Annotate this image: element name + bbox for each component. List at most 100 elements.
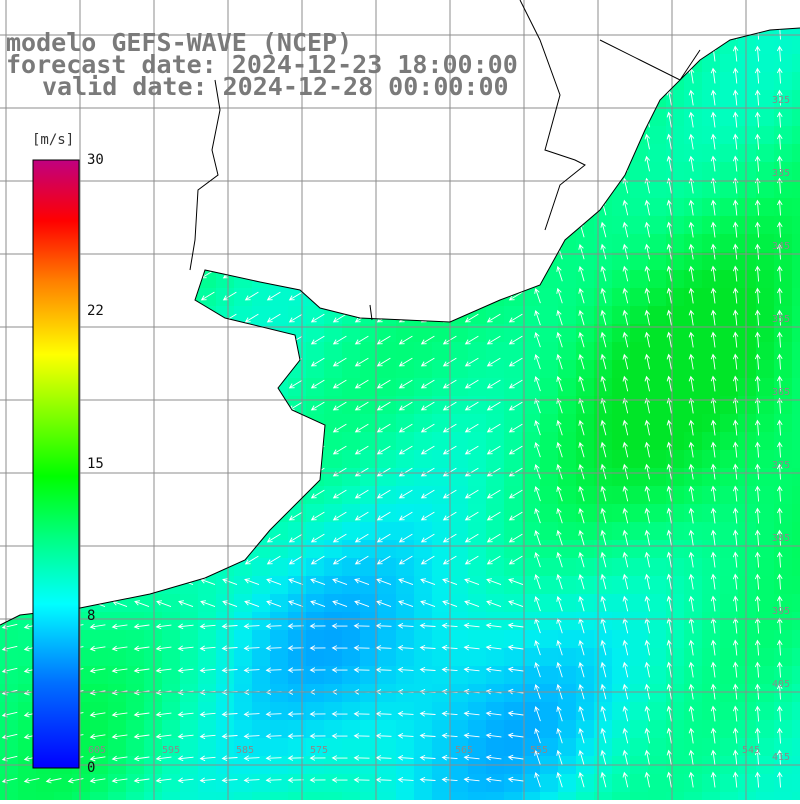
field-cell [288, 738, 306, 756]
field-cell [720, 198, 738, 216]
wind-arrow [666, 661, 673, 678]
field-cell [18, 648, 36, 666]
field-cell [162, 666, 180, 684]
wind-arrow [177, 667, 194, 674]
field-cell [360, 774, 378, 792]
field-cell [774, 198, 792, 216]
field-cell [612, 630, 630, 648]
wind-arrow [644, 727, 651, 744]
wind-arrow [508, 357, 523, 367]
field-cell [702, 720, 720, 738]
wind-arrow [331, 733, 348, 739]
wind-arrow [556, 353, 563, 370]
lat-label: 415 [772, 752, 791, 763]
wind-arrow [732, 705, 739, 722]
lat-label: 365 [772, 387, 791, 398]
wind-arrow [556, 419, 563, 436]
field-cell [648, 342, 666, 360]
wind-arrow [534, 464, 541, 480]
field-cell [90, 738, 108, 756]
field-cell [432, 522, 450, 540]
field-cell [666, 486, 684, 504]
field-cell [72, 792, 90, 800]
wind-arrow [622, 419, 629, 436]
field-cell [720, 432, 738, 450]
lon-label: 595 [162, 745, 181, 756]
field-cell [414, 666, 432, 684]
field-cell [576, 252, 594, 270]
field-cell [630, 666, 648, 684]
field-cell [468, 648, 486, 666]
field-cell [198, 720, 216, 738]
wind-arrow [243, 711, 260, 718]
wind-arrow [420, 423, 435, 433]
field-cell [468, 666, 486, 684]
field-cell [378, 630, 396, 648]
field-cell [792, 198, 800, 216]
field-cell [774, 306, 792, 324]
wind-arrow [754, 705, 761, 722]
wind-arrow [754, 221, 761, 238]
field-cell [720, 324, 738, 342]
field-cell [756, 378, 774, 396]
wind-arrow [710, 221, 717, 238]
wind-arrow [508, 291, 523, 301]
field-cell [792, 378, 800, 396]
wind-arrow [178, 600, 194, 608]
field-cell [756, 666, 774, 684]
field-cell [432, 792, 450, 800]
field-cell [468, 378, 486, 396]
wind-arrow [644, 507, 651, 524]
field-cell [702, 414, 720, 432]
field-cell [630, 522, 648, 540]
field-cell [702, 540, 720, 558]
field-cell [252, 288, 270, 306]
wind-arrow [265, 645, 282, 651]
field-cell [792, 612, 800, 630]
wind-arrow [622, 265, 629, 282]
wind-arrow [353, 711, 370, 717]
wind-arrow [353, 645, 370, 651]
field-cell [486, 792, 504, 800]
wind-arrow [534, 706, 541, 722]
field-cell [756, 504, 774, 522]
field-cell [756, 90, 774, 108]
field-cell [702, 252, 720, 270]
field-cell [504, 666, 522, 684]
field-cell [720, 594, 738, 612]
wind-arrow [754, 67, 761, 84]
field-cell [90, 774, 108, 792]
field-cell [360, 684, 378, 702]
wind-arrow [732, 397, 739, 414]
wind-arrow [332, 401, 347, 411]
field-cell [414, 774, 432, 792]
field-cell [270, 648, 288, 666]
field-cell [648, 306, 666, 324]
wind-arrow [244, 555, 259, 565]
wind-arrow [398, 533, 413, 543]
wind-arrow [754, 353, 761, 370]
wind-arrow [578, 375, 585, 392]
field-cell [702, 180, 720, 198]
wind-arrow [622, 573, 629, 590]
field-cell [792, 666, 800, 684]
field-cell [648, 432, 666, 450]
field-cell [378, 702, 396, 720]
wind-arrow [732, 419, 739, 436]
field-cell [486, 630, 504, 648]
wind-arrow [508, 401, 523, 411]
field-cell [306, 306, 324, 324]
wind-arrow [331, 755, 348, 761]
field-cell [432, 666, 450, 684]
wind-arrow [287, 755, 304, 761]
field-cell [756, 54, 774, 72]
field-cell [162, 720, 180, 738]
field-cell [198, 792, 216, 800]
wind-arrow [398, 357, 413, 367]
field-cell [450, 414, 468, 432]
wind-arrow [265, 733, 282, 739]
field-cell [342, 720, 360, 738]
field-cell [648, 360, 666, 378]
field-cell [522, 792, 540, 800]
wind-arrow [556, 573, 563, 590]
